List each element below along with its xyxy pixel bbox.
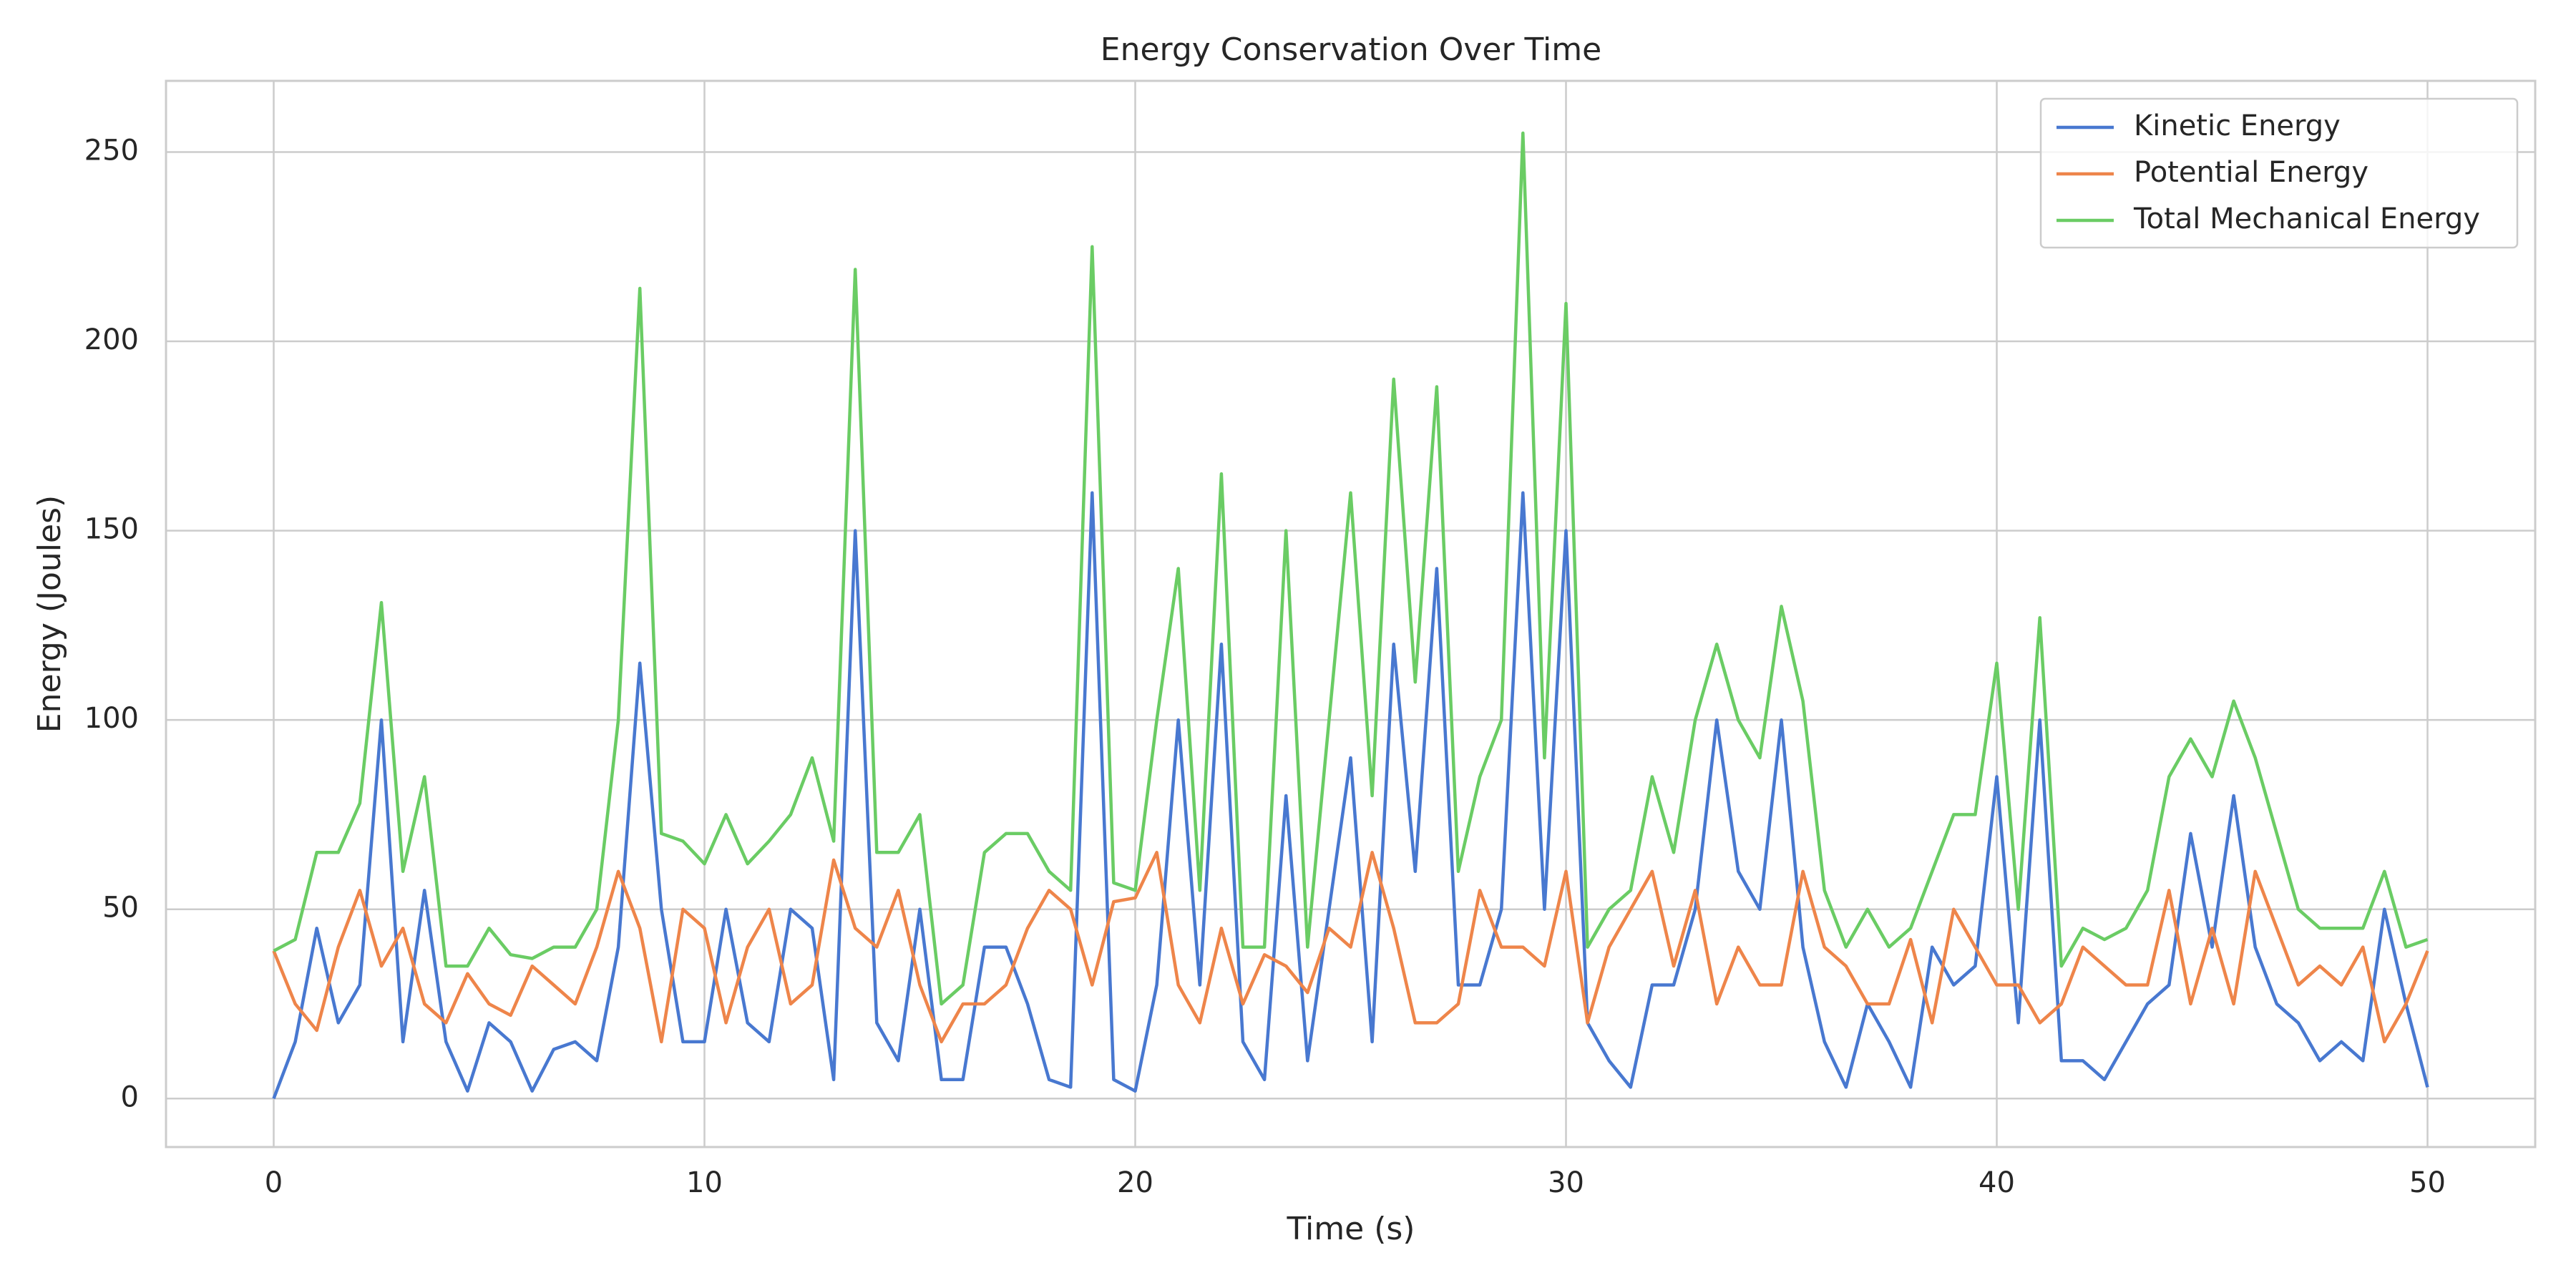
x-tick-label: 0	[265, 1166, 283, 1199]
plot-frame	[165, 79, 2537, 1148]
series-line	[272, 851, 2429, 1044]
y-tick-label: 200	[84, 323, 139, 356]
x-tick-label: 40	[1979, 1166, 2015, 1199]
y-tick-label: 50	[102, 892, 139, 924]
series-line	[272, 491, 2429, 1100]
legend-label: Kinetic Energy	[2134, 109, 2341, 142]
legend: Kinetic Energy Potential Energy Total Mech…	[2039, 97, 2519, 249]
x-tick-label: 10	[686, 1166, 723, 1199]
x-tick-label: 20	[1117, 1166, 1153, 1199]
legend-label: Total Mechanical Energy	[2133, 203, 2480, 235]
series-line	[273, 131, 2429, 1006]
x-axis-label: Time (s)	[1287, 1211, 1415, 1247]
y-tick-label: 150	[84, 513, 139, 546]
y-axis-label: Energy (Joules)	[31, 495, 68, 733]
chart-title: Energy Conservation Over Time	[1101, 31, 1601, 68]
x-tick-label: 50	[2409, 1166, 2446, 1199]
legend-label: Potential Energy	[2134, 156, 2368, 189]
x-tick-label: 30	[1548, 1166, 1584, 1199]
y-tick-label: 250	[84, 134, 139, 167]
y-tick-label: 0	[121, 1080, 139, 1113]
y-tick-label: 100	[84, 702, 139, 735]
legend-box	[2039, 97, 2519, 249]
